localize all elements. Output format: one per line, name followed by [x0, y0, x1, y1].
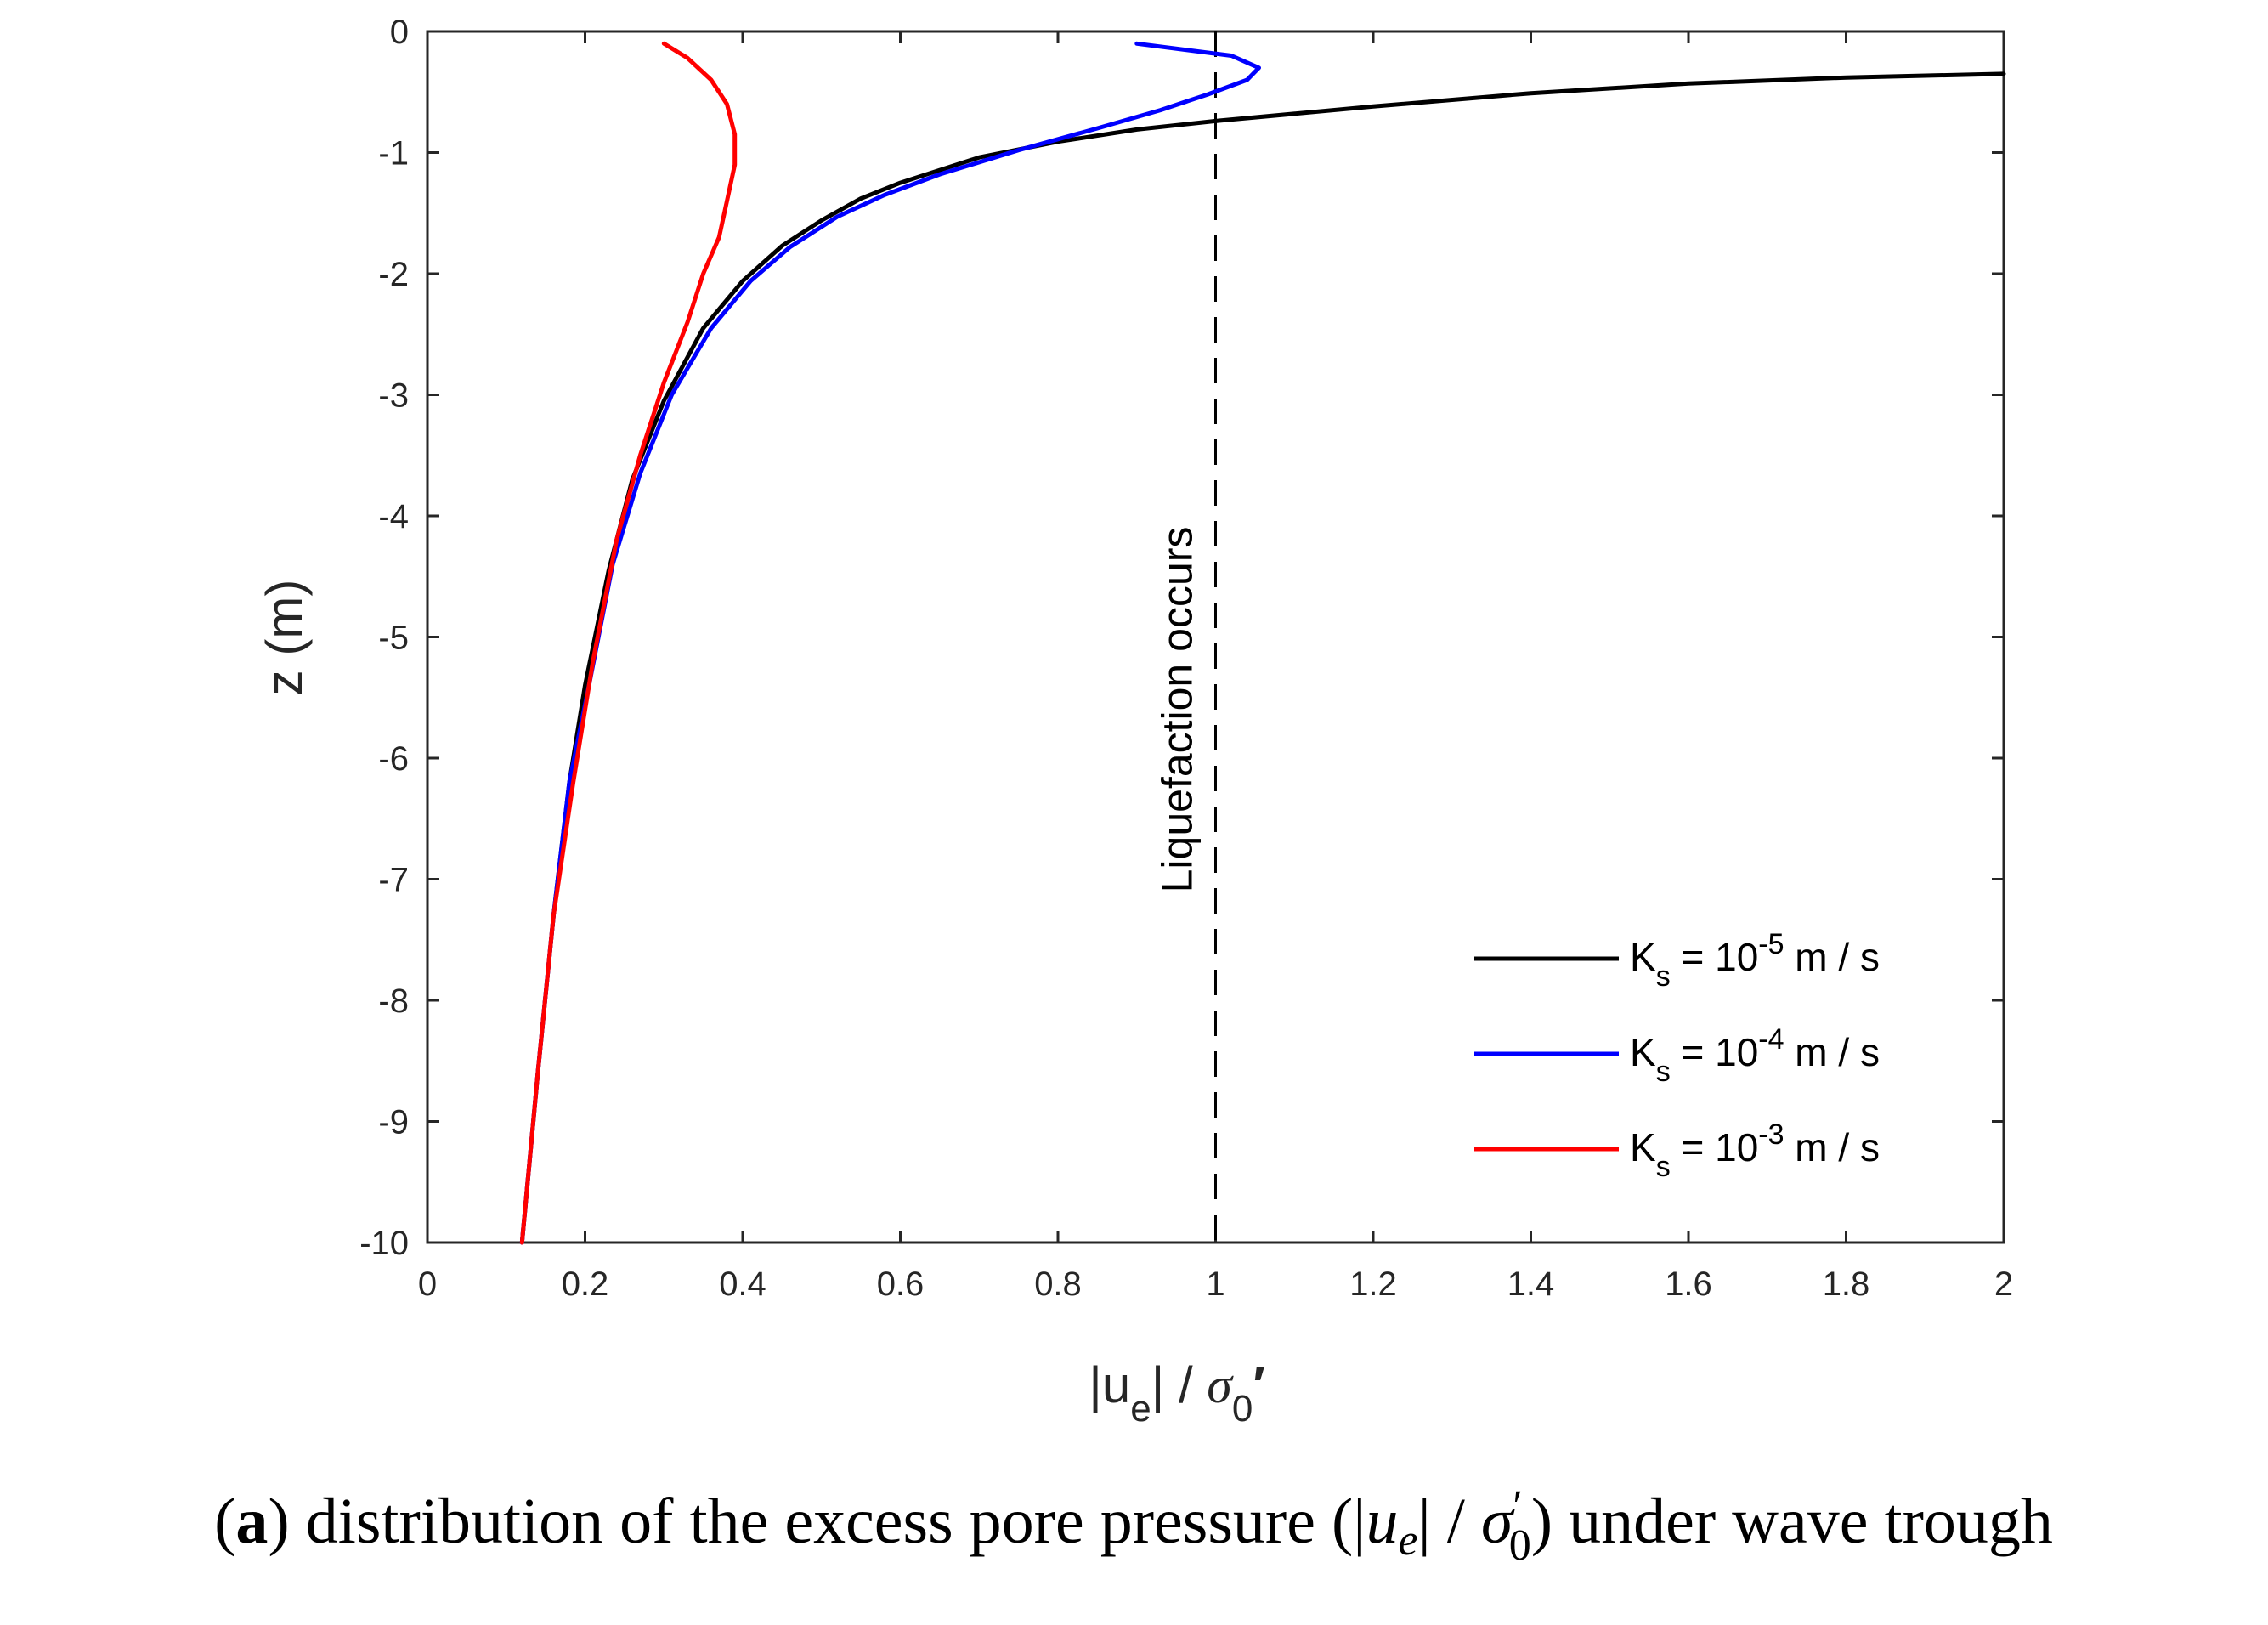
legend-label-series-0: Ks = 10-5 m / s	[1630, 928, 1880, 993]
x-tick-label-7: 1.4	[1507, 1265, 1555, 1303]
figure-caption: (a) distribution of the excess pore pres…	[214, 1482, 2053, 1570]
y-tick-label-1: -1	[378, 135, 409, 173]
y-tick-label-10: -10	[359, 1225, 409, 1262]
y-tick-label-5: -5	[378, 620, 409, 657]
y-tick-label-2: -2	[378, 256, 409, 293]
y-tick-label-8: -8	[378, 982, 409, 1020]
legend-label-series-1: Ks = 10-4 m / s	[1630, 1023, 1880, 1088]
x-tick-label-2: 0.4	[719, 1265, 766, 1303]
y-tick-label-0: 0	[390, 14, 409, 51]
x-tick-label-8: 1.6	[1665, 1265, 1712, 1303]
x-tick-label-1: 0.2	[562, 1265, 609, 1303]
series-line-0	[519, 71, 2006, 1245]
x-tick-label-0: 0	[418, 1265, 437, 1303]
y-axis-title: z (m)	[256, 580, 313, 696]
y-tick-label-9: -9	[378, 1104, 409, 1141]
x-tick-label-10: 2	[1994, 1265, 2013, 1303]
annotation-liquefaction: Liquefaction occurs	[1154, 527, 1202, 893]
y-tick-label-6: -6	[378, 740, 409, 778]
x-axis-ticks: 0 0.2 0.4 0.6 0.8 1 1.2 1.4 1.6 1.8 2	[418, 31, 2013, 1303]
y-tick-label-7: -7	[378, 862, 409, 899]
legend-label-series-2: Ks = 10-3 m / s	[1630, 1118, 1880, 1183]
y-tick-label-4: -4	[378, 498, 409, 535]
x-tick-label-9: 1.8	[1823, 1265, 1870, 1303]
series-line-2	[519, 41, 738, 1245]
y-axis-ticks: 0 -1 -2 -3 -4 -5 -6 -7 -8 -9 -10	[359, 14, 2004, 1262]
x-tick-label-3: 0.6	[877, 1265, 925, 1303]
series-group	[519, 41, 2006, 1245]
x-axis-title: |ue| / σ0′	[1089, 1356, 1265, 1430]
x-tick-label-5: 1	[1206, 1265, 1224, 1303]
y-tick-label-3: -3	[378, 377, 409, 415]
x-tick-label-4: 0.8	[1034, 1265, 1082, 1303]
legend: Ks = 10-5 m / s Ks = 10-4 m / s Ks = 10-…	[1474, 928, 1880, 1183]
x-tick-label-6: 1.2	[1349, 1265, 1397, 1303]
